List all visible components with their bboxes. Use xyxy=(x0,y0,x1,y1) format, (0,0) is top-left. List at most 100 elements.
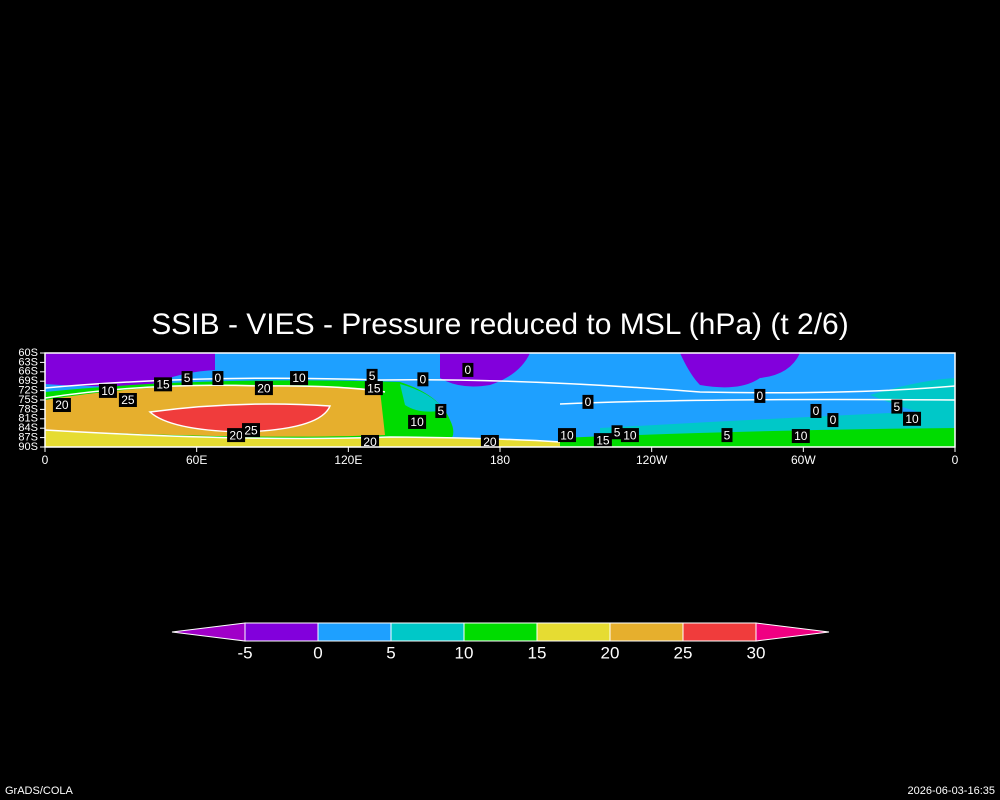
y-tick-label: 63S xyxy=(18,356,38,368)
x-tick-label: 120W xyxy=(636,453,668,467)
contour-label: 20 xyxy=(257,381,271,395)
contour-label: 10 xyxy=(623,428,637,442)
colorbar-label: 10 xyxy=(455,643,474,662)
y-tick-label: 87S xyxy=(18,432,38,444)
contour-fill xyxy=(45,353,215,387)
contour-label: 10 xyxy=(794,429,808,443)
contour-label-bg xyxy=(462,362,474,377)
contour-label-bg xyxy=(227,428,246,443)
colorbar-box xyxy=(463,622,538,642)
contour-fill xyxy=(680,353,800,388)
contour-label-bg xyxy=(620,428,639,443)
x-tick-label: 180 xyxy=(490,453,510,467)
colorbar: -5 0 5 10 15 20 25 30 xyxy=(171,622,830,662)
contour-label-bg xyxy=(593,433,612,448)
contour-label: 0 xyxy=(757,389,764,403)
colorbar-label: -5 xyxy=(237,643,252,662)
contour-label: 5 xyxy=(614,425,621,439)
contour-label-bg xyxy=(366,368,378,383)
contour-label-bg xyxy=(118,393,137,407)
colorbar-box xyxy=(317,622,392,642)
contour-label-bg xyxy=(557,428,576,443)
contour-label: 0 xyxy=(420,372,427,386)
contour-label: 5 xyxy=(184,371,191,385)
contour-label-bg xyxy=(364,381,383,396)
contour-label: 25 xyxy=(244,423,258,437)
contour-label-bg xyxy=(154,377,173,392)
colorbar-box xyxy=(390,622,465,642)
contour-label: 15 xyxy=(156,378,170,392)
y-tick-label: 66S xyxy=(18,366,38,378)
contour-label: 20 xyxy=(229,428,243,442)
contour-label: 10 xyxy=(905,412,919,426)
colorbar-box xyxy=(609,622,684,642)
contour-label: 5 xyxy=(369,369,376,383)
contour-fill xyxy=(440,353,530,387)
contour-label-bg xyxy=(242,423,261,438)
contour-label: 0 xyxy=(465,363,472,377)
contour-label: 0 xyxy=(830,413,837,427)
contour-label: 15 xyxy=(367,381,381,395)
contour-label: 0 xyxy=(813,404,820,418)
footer-right: 2026-06-03-16:35 xyxy=(908,785,995,797)
contour-fill xyxy=(400,384,445,412)
x-tick-label: 120E xyxy=(334,453,362,467)
contour-label-bg xyxy=(480,434,499,449)
contour-label: 10 xyxy=(410,415,424,429)
contour-label-bg xyxy=(791,429,810,444)
contour-fill xyxy=(560,428,955,447)
x-tick-label: 0 xyxy=(952,453,959,467)
colorbar-high xyxy=(755,622,830,642)
y-tick-label: 75S xyxy=(18,394,38,406)
y-tick-label: 72S xyxy=(18,385,38,397)
contour-label-bg xyxy=(181,371,193,386)
contour-label: 25 xyxy=(121,393,135,407)
y-tick-label: 81S xyxy=(18,413,38,425)
contour-label: 20 xyxy=(483,435,497,449)
colorbar-label: 20 xyxy=(601,643,620,662)
contour-label: 15 xyxy=(596,433,610,447)
colorbar-label: 15 xyxy=(528,643,547,662)
contour-label-bg xyxy=(827,413,839,428)
x-tick-label: 60E xyxy=(186,453,207,467)
contour-label: 0 xyxy=(215,371,222,385)
colorbar-label: 5 xyxy=(386,643,395,662)
contour-label-bg xyxy=(435,403,447,418)
contour-label-bg xyxy=(721,428,733,443)
colorbar-label: 25 xyxy=(674,643,693,662)
contour-label-bg xyxy=(891,399,903,414)
contour-label: 10 xyxy=(560,428,574,442)
contour-label-bg xyxy=(212,371,224,386)
contour-line xyxy=(44,377,956,394)
contour-label: 5 xyxy=(894,400,901,414)
y-tick-label: 78S xyxy=(18,403,38,415)
y-tick-label: 90S xyxy=(18,441,38,453)
contour-label-bg xyxy=(417,372,429,387)
contour-label-bg xyxy=(290,371,309,386)
footer-left: GrADS/COLA xyxy=(5,785,74,797)
colorbar-label: 0 xyxy=(313,643,322,662)
contour-label-bg xyxy=(98,383,117,398)
contour-label-bg xyxy=(582,394,594,409)
contour-label-bg xyxy=(408,414,427,429)
contour-label: 10 xyxy=(292,371,306,385)
colorbar-box xyxy=(536,622,611,642)
contour-label-bg xyxy=(361,434,380,449)
contour-label-bg xyxy=(52,398,71,413)
contour-label-bg xyxy=(903,411,922,426)
contour-label: 20 xyxy=(55,398,69,412)
contour-label: 10 xyxy=(101,384,115,398)
contour-label: 5 xyxy=(724,428,731,442)
contour-label-bg xyxy=(611,425,623,440)
x-tick-label: 60W xyxy=(791,453,816,467)
colorbar-box xyxy=(682,622,757,642)
y-tick-label: 69S xyxy=(18,375,38,387)
y-tick-label: 60S xyxy=(18,347,38,359)
contour-label: 0 xyxy=(585,395,592,409)
colorbar-low xyxy=(171,622,246,642)
contour-label-bg xyxy=(254,381,273,396)
x-tick-label: 0 xyxy=(42,453,49,467)
contour-label-bg xyxy=(810,403,822,418)
